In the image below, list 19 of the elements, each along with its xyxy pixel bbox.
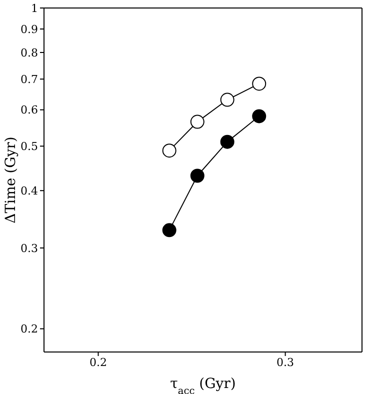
- y-tick-label: 0.2: [20, 322, 38, 336]
- point: [190, 114, 204, 129]
- y-tick-label: 0.6: [20, 104, 38, 117]
- y-axis-title: ΔTime (Gyr): [3, 136, 19, 224]
- point: [252, 76, 266, 91]
- point: [190, 168, 204, 183]
- point: [220, 134, 234, 149]
- y-tick-label: 0.4: [20, 184, 38, 198]
- point: [162, 223, 176, 238]
- y-tick-label: 0.5: [20, 140, 38, 154]
- y-tick-label: 0.7: [20, 72, 38, 86]
- y-tick-label: 1: [31, 2, 38, 15]
- point: [162, 144, 176, 158]
- x-axis-title: τ$_{acc}$ (Gyr): [170, 376, 236, 394]
- y-tick-label: 0.9: [20, 22, 38, 36]
- y-tick-label: 0.8: [20, 46, 38, 60]
- y-tick-label: 0.3: [20, 242, 38, 255]
- point: [252, 109, 266, 124]
- point: [220, 92, 234, 107]
